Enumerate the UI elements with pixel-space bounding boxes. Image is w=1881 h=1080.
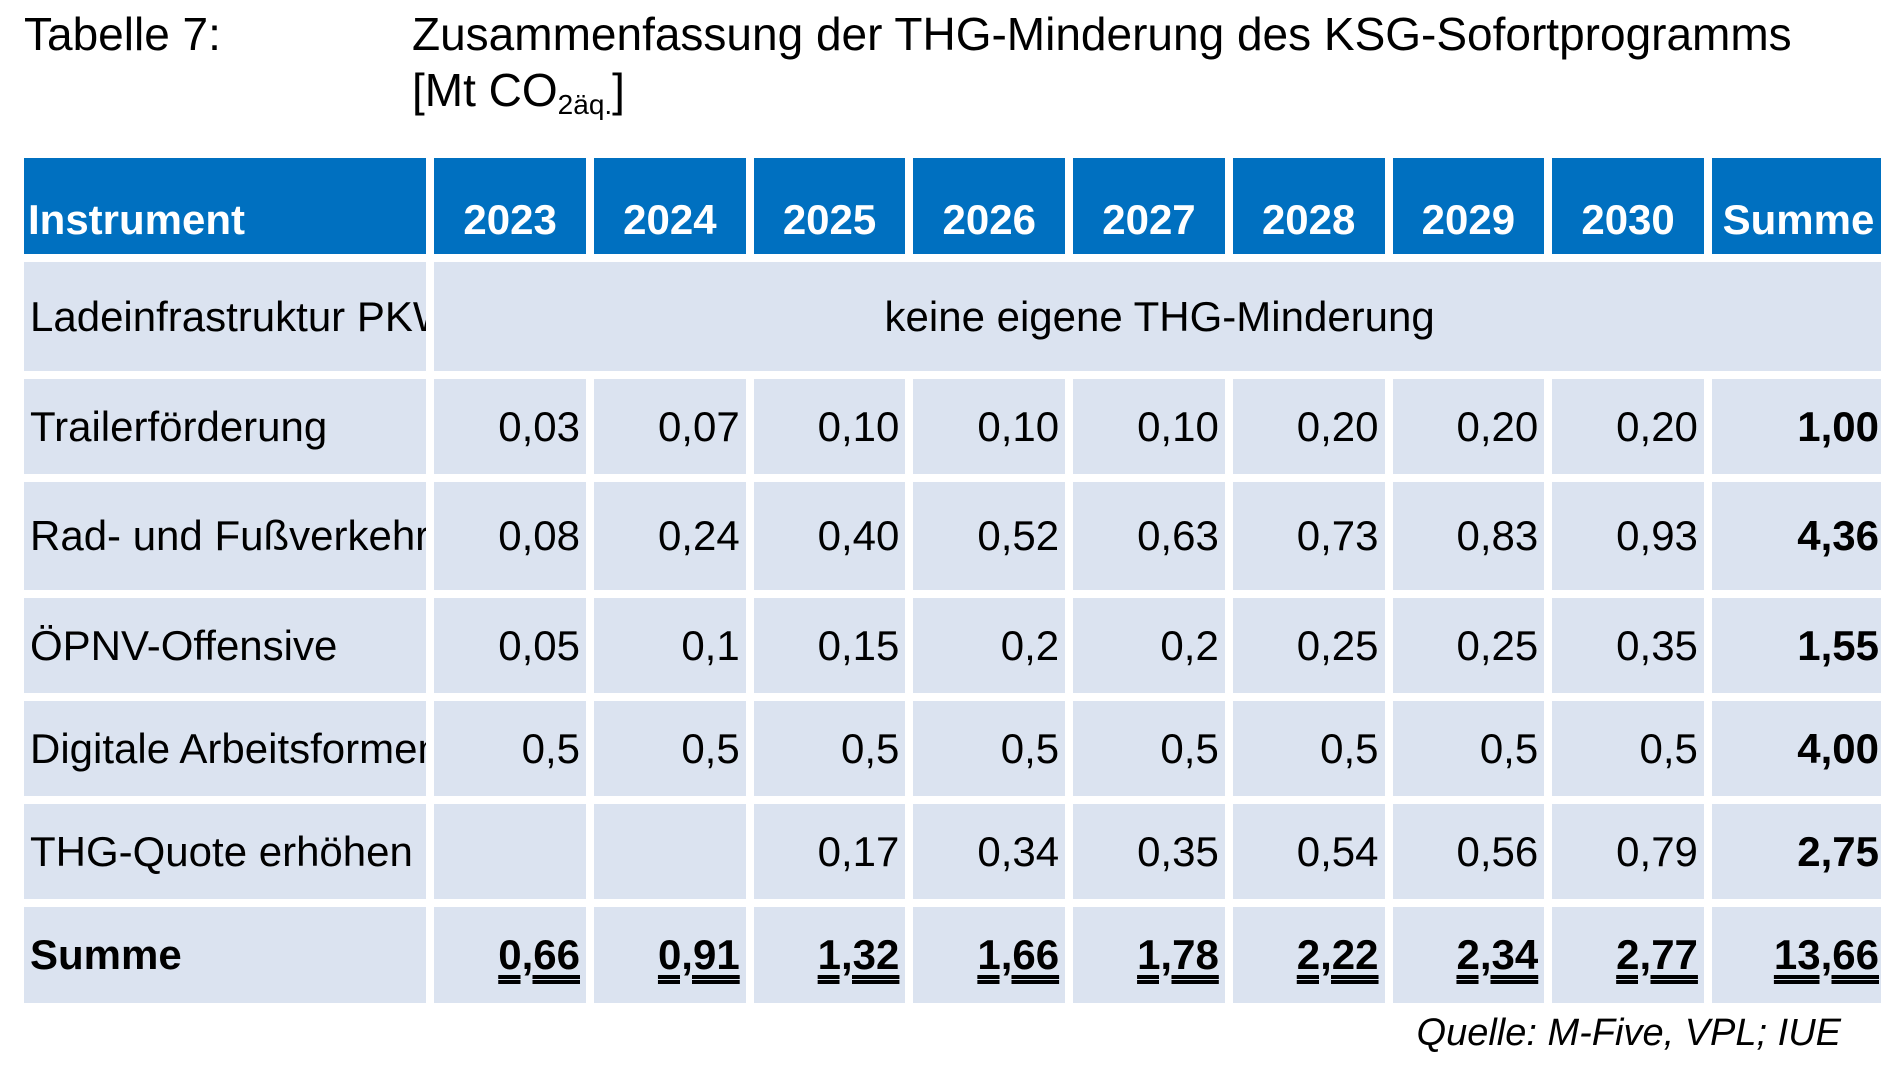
cell-total-value: 0,66 xyxy=(434,907,586,1003)
cell-total-value: 1,78 xyxy=(1073,907,1225,1003)
thg-reduction-table: Instrument 2023 2024 2025 2026 2027 2028… xyxy=(16,150,1881,1011)
caption-unit-subscript: 2äq. xyxy=(557,89,613,120)
cell-value: 0,5 xyxy=(1073,701,1225,796)
row-instrument-label: ÖPNV-Offensive xyxy=(24,598,427,693)
source-note: Quelle: M-Five, VPL; IUE xyxy=(1416,1012,1841,1054)
cell-value: 0,17 xyxy=(753,804,906,899)
cell-value: 0,5 xyxy=(1392,701,1545,796)
cell-value: 0,93 xyxy=(1552,482,1704,590)
cell-value: 0,24 xyxy=(594,482,746,590)
cell-value: 0,20 xyxy=(1232,379,1385,474)
cell-total-value: 2,77 xyxy=(1552,907,1704,1003)
cell-value xyxy=(434,804,586,899)
cell-total-value: 1,66 xyxy=(913,907,1066,1003)
cell-value: 0,40 xyxy=(753,482,906,590)
cell-value: 0,25 xyxy=(1392,598,1545,693)
table-header-row: Instrument 2023 2024 2025 2026 2027 2028… xyxy=(24,158,1881,254)
cell-value: 0,2 xyxy=(913,598,1066,693)
cell-value: 0,56 xyxy=(1392,804,1545,899)
cell-row-sum: 4,00 xyxy=(1711,701,1881,796)
cell-value: 0,35 xyxy=(1552,598,1704,693)
cell-value: 0,15 xyxy=(753,598,906,693)
caption-unit-prefix: [Mt CO xyxy=(412,64,558,116)
row-instrument-label: Trailerförderung xyxy=(24,379,427,474)
cell-value: 0,08 xyxy=(434,482,586,590)
header-year-2027: 2027 xyxy=(1073,158,1225,254)
table-row: THG-Quote erhöhen 0,17 0,34 0,35 0,54 0,… xyxy=(24,804,1881,899)
table-row: Ladeinfrastruktur PKW und NFz keine eige… xyxy=(24,262,1881,371)
cell-row-sum: 1,00 xyxy=(1711,379,1881,474)
cell-value: 0,07 xyxy=(594,379,746,474)
caption-unit-suffix: ] xyxy=(612,64,625,116)
cell-value: 0,63 xyxy=(1073,482,1225,590)
cell-value: 0,5 xyxy=(594,701,746,796)
table-caption-label: Tabelle 7: xyxy=(24,8,221,60)
cell-row-sum: 4,36 xyxy=(1711,482,1881,590)
cell-value: 0,20 xyxy=(1552,379,1704,474)
row-instrument-label: Rad- und Fußverkehr besser xyxy=(24,482,427,590)
header-year-2024: 2024 xyxy=(594,158,746,254)
table-total-row: Summe 0,66 0,91 1,32 1,66 1,78 2,22 2,34… xyxy=(24,907,1881,1003)
table-row: Rad- und Fußverkehr besser 0,08 0,24 0,4… xyxy=(24,482,1881,590)
cell-value: 0,5 xyxy=(753,701,906,796)
cell-grand-total: 13,66 xyxy=(1711,907,1881,1003)
cell-row-sum: 2,75 xyxy=(1711,804,1881,899)
table-row: Digitale Arbeitsformen 0,5 0,5 0,5 0,5 0… xyxy=(24,701,1881,796)
header-year-2028: 2028 xyxy=(1232,158,1385,254)
cell-value: 0,35 xyxy=(1073,804,1225,899)
cell-value: 0,1 xyxy=(594,598,746,693)
cell-total-value: 2,34 xyxy=(1392,907,1545,1003)
cell-value: 0,2 xyxy=(1073,598,1225,693)
cell-total-value: 2,22 xyxy=(1232,907,1385,1003)
cell-value: 0,25 xyxy=(1232,598,1385,693)
cell-value: 0,79 xyxy=(1552,804,1704,899)
cell-row-sum: 1,55 xyxy=(1711,598,1881,693)
cell-value: 0,52 xyxy=(913,482,1066,590)
row-instrument-label: THG-Quote erhöhen xyxy=(24,804,427,899)
cell-total-value: 1,32 xyxy=(753,907,906,1003)
caption-title-text: Zusammenfassung der THG-Minderung des KS… xyxy=(412,8,1792,60)
header-instrument: Instrument xyxy=(24,158,427,254)
cell-total-value: 0,91 xyxy=(594,907,746,1003)
cell-value: 0,05 xyxy=(434,598,586,693)
table-row: ÖPNV-Offensive 0,05 0,1 0,15 0,2 0,2 0,2… xyxy=(24,598,1881,693)
cell-value: 0,5 xyxy=(1232,701,1385,796)
header-year-2023: 2023 xyxy=(434,158,586,254)
cell-value: 0,83 xyxy=(1392,482,1545,590)
row-instrument-label: Digitale Arbeitsformen xyxy=(24,701,427,796)
cell-value: 0,10 xyxy=(1073,379,1225,474)
cell-value: 0,5 xyxy=(1552,701,1704,796)
header-year-2029: 2029 xyxy=(1392,158,1545,254)
row-note-no-reduction: keine eigene THG-Minderung xyxy=(434,262,1881,371)
cell-value xyxy=(594,804,746,899)
cell-value: 0,54 xyxy=(1232,804,1385,899)
cell-value: 0,03 xyxy=(434,379,586,474)
header-summe: Summe xyxy=(1711,158,1881,254)
header-year-2030: 2030 xyxy=(1552,158,1704,254)
row-instrument-label: Ladeinfrastruktur PKW und NFz xyxy=(24,262,427,371)
total-label: Summe xyxy=(24,907,427,1003)
header-year-2026: 2026 xyxy=(913,158,1066,254)
cell-value: 0,10 xyxy=(753,379,906,474)
cell-value: 0,73 xyxy=(1232,482,1385,590)
cell-value: 0,20 xyxy=(1392,379,1545,474)
header-year-2025: 2025 xyxy=(753,158,906,254)
cell-value: 0,5 xyxy=(434,701,586,796)
table-caption-title: Zusammenfassung der THG-Minderung des KS… xyxy=(412,6,1852,120)
cell-value: 0,10 xyxy=(913,379,1066,474)
cell-value: 0,34 xyxy=(913,804,1066,899)
table-row: Trailerförderung 0,03 0,07 0,10 0,10 0,1… xyxy=(24,379,1881,474)
cell-value: 0,5 xyxy=(913,701,1066,796)
